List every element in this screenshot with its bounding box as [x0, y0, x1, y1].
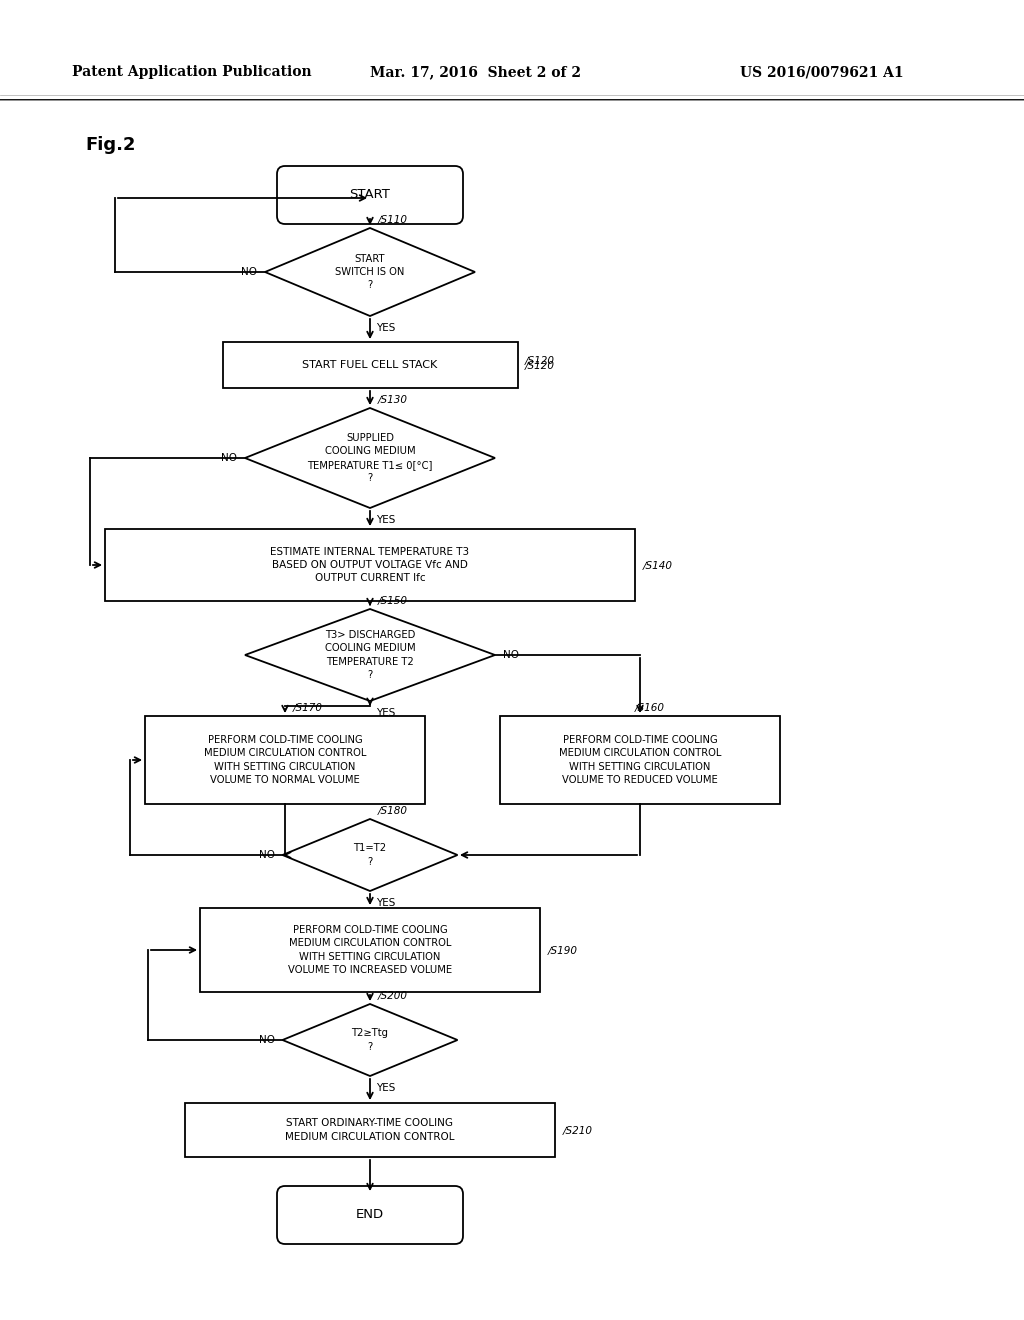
- Text: ∕S130: ∕S130: [378, 393, 408, 404]
- Text: T2≥Ttg
?: T2≥Ttg ?: [351, 1028, 388, 1052]
- Text: START: START: [349, 189, 390, 202]
- Text: YES: YES: [376, 1082, 395, 1093]
- Polygon shape: [245, 408, 495, 508]
- Polygon shape: [245, 609, 495, 701]
- Text: YES: YES: [376, 515, 395, 525]
- Text: ∕S200: ∕S200: [378, 990, 408, 1001]
- FancyBboxPatch shape: [278, 1185, 463, 1243]
- Text: ∕S180: ∕S180: [378, 805, 408, 814]
- Text: ∕S120: ∕S120: [525, 360, 555, 370]
- Text: ∕S110: ∕S110: [378, 214, 408, 224]
- Text: NO: NO: [241, 267, 257, 277]
- Text: T1=T2
?: T1=T2 ?: [353, 843, 387, 867]
- Text: ∕S120: ∕S120: [525, 355, 555, 366]
- Text: START FUEL CELL STACK: START FUEL CELL STACK: [302, 360, 437, 370]
- Text: ∕S210: ∕S210: [563, 1125, 593, 1135]
- Polygon shape: [283, 1005, 458, 1076]
- Text: ∕S140: ∕S140: [643, 560, 673, 570]
- Text: US 2016/0079621 A1: US 2016/0079621 A1: [740, 65, 903, 79]
- Text: Fig.2: Fig.2: [85, 136, 135, 154]
- Text: ∕S170: ∕S170: [293, 702, 323, 711]
- Text: ESTIMATE INTERNAL TEMPERATURE T3
BASED ON OUTPUT VOLTAGE Vfc AND
OUTPUT CURRENT : ESTIMATE INTERNAL TEMPERATURE T3 BASED O…: [270, 546, 470, 583]
- Text: PERFORM COLD-TIME COOLING
MEDIUM CIRCULATION CONTROL
WITH SETTING CIRCULATION
VO: PERFORM COLD-TIME COOLING MEDIUM CIRCULA…: [288, 925, 452, 974]
- Text: ∕S150: ∕S150: [378, 595, 408, 605]
- Text: NO: NO: [221, 453, 237, 463]
- Text: NO: NO: [259, 1035, 275, 1045]
- Bar: [222, 342, 517, 388]
- Text: Patent Application Publication: Patent Application Publication: [72, 65, 311, 79]
- Bar: [105, 529, 635, 601]
- Text: NO: NO: [259, 850, 275, 861]
- Text: Mar. 17, 2016  Sheet 2 of 2: Mar. 17, 2016 Sheet 2 of 2: [370, 65, 581, 79]
- Polygon shape: [283, 818, 458, 891]
- Bar: [145, 715, 425, 804]
- Text: YES: YES: [376, 898, 395, 908]
- Text: YES: YES: [376, 708, 395, 718]
- Text: PERFORM COLD-TIME COOLING
MEDIUM CIRCULATION CONTROL
WITH SETTING CIRCULATION
VO: PERFORM COLD-TIME COOLING MEDIUM CIRCULA…: [204, 735, 367, 785]
- FancyBboxPatch shape: [278, 166, 463, 224]
- Text: END: END: [356, 1209, 384, 1221]
- Text: PERFORM COLD-TIME COOLING
MEDIUM CIRCULATION CONTROL
WITH SETTING CIRCULATION
VO: PERFORM COLD-TIME COOLING MEDIUM CIRCULA…: [559, 735, 721, 785]
- Bar: [200, 908, 540, 993]
- Text: START ORDINARY-TIME COOLING
MEDIUM CIRCULATION CONTROL: START ORDINARY-TIME COOLING MEDIUM CIRCU…: [286, 1118, 455, 1142]
- Text: START
SWITCH IS ON
?: START SWITCH IS ON ?: [335, 253, 404, 290]
- Text: T3> DISCHARGED
COOLING MEDIUM
TEMPERATURE T2
?: T3> DISCHARGED COOLING MEDIUM TEMPERATUR…: [325, 630, 416, 680]
- Text: YES: YES: [376, 323, 395, 333]
- Bar: [185, 1104, 555, 1158]
- Text: ∕S160: ∕S160: [635, 702, 665, 711]
- Text: NO: NO: [503, 649, 519, 660]
- Text: ∕S190: ∕S190: [548, 945, 578, 954]
- Polygon shape: [265, 228, 475, 315]
- Text: SUPPLIED
COOLING MEDIUM
TEMPERATURE T1≤ 0[°C]
?: SUPPLIED COOLING MEDIUM TEMPERATURE T1≤ …: [307, 433, 433, 483]
- Bar: [500, 715, 780, 804]
